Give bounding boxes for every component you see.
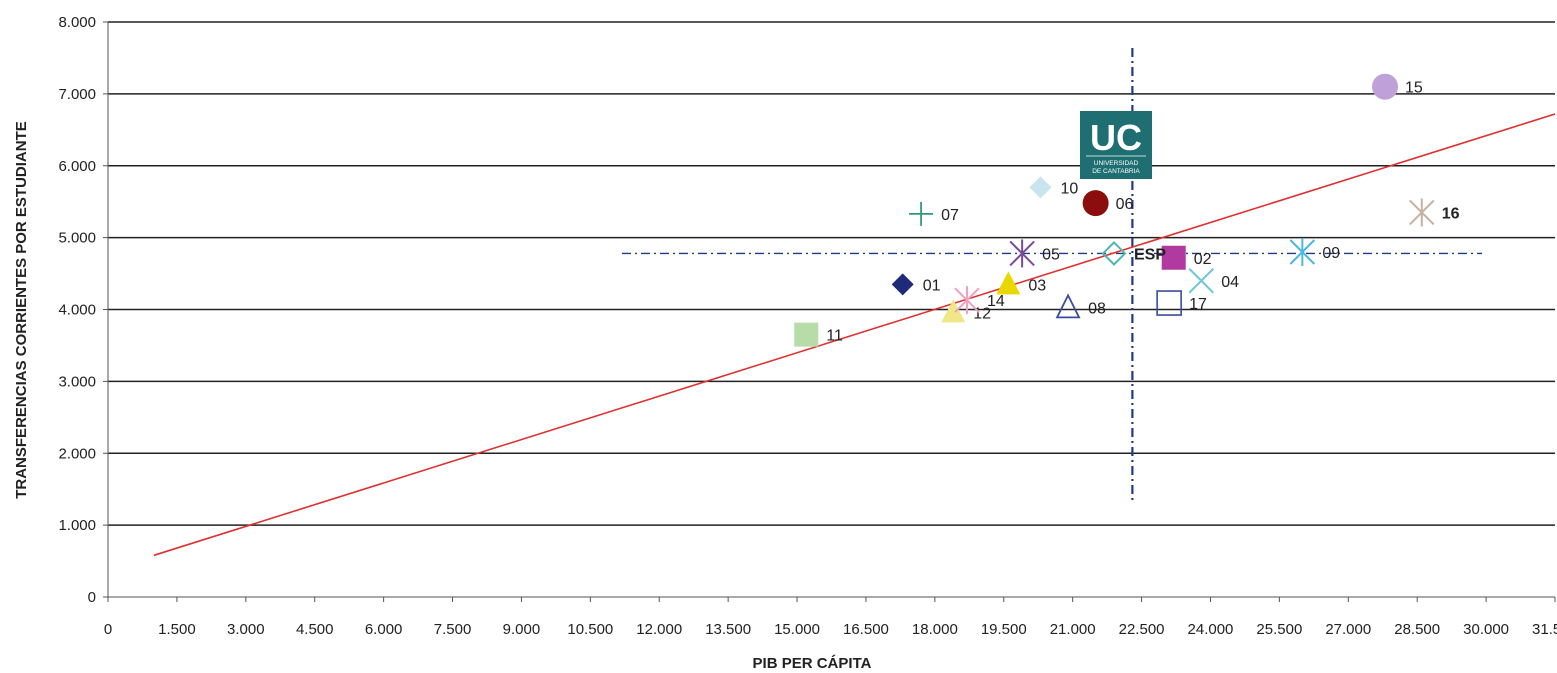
- marker-08: [1055, 293, 1081, 319]
- x-tick-label: 16.500: [843, 621, 889, 638]
- marker-06: [1082, 190, 1109, 217]
- x-tick-label: 6.000: [365, 621, 403, 638]
- marker-16: [1409, 198, 1435, 227]
- x-tick-label: 19.500: [981, 621, 1027, 638]
- y-tick-label: 1.000: [58, 517, 96, 534]
- x-axis-title: PIB PER CÁPITA: [753, 655, 872, 672]
- point-label: 14: [987, 293, 1005, 310]
- x-tick-label: 27.000: [1325, 621, 1371, 638]
- y-tick-label: 0: [88, 589, 96, 606]
- x-tick-label: 21.000: [1050, 621, 1096, 638]
- point-label: 08: [1088, 300, 1106, 317]
- square-marker: [1161, 245, 1186, 270]
- marker-12: [941, 299, 966, 323]
- x-tick-label: 12.000: [636, 621, 682, 638]
- marker-02: [1161, 245, 1186, 270]
- marker-ESP: [1101, 241, 1127, 266]
- x-tick-label: 25.500: [1256, 621, 1302, 638]
- x-tick-label: 9.000: [503, 621, 541, 638]
- diamond-open-marker: [1101, 241, 1127, 266]
- y-tick-label: 2.000: [58, 445, 96, 462]
- marker-05: [1009, 239, 1035, 268]
- marker-09: [1289, 238, 1316, 266]
- triangle-marker: [996, 271, 1021, 295]
- triangle-marker: [941, 299, 966, 323]
- triangle-open-marker: [1055, 293, 1081, 319]
- point-label: 04: [1221, 274, 1239, 291]
- x-marker: [1188, 268, 1214, 294]
- y-tick-label: 6.000: [58, 158, 96, 175]
- point-label: 03: [1028, 277, 1046, 294]
- marker-17: [1156, 290, 1182, 316]
- reference-lines: [622, 48, 1482, 500]
- x-tick-label: 4.500: [296, 621, 334, 638]
- marker-01: [891, 273, 914, 296]
- point-label: 11: [826, 328, 843, 345]
- point-label: 06: [1116, 196, 1134, 213]
- point-label: 15: [1405, 80, 1423, 97]
- square-open-marker: [1156, 290, 1182, 316]
- x-axis-ticks: 0 1.500 3.000 4.500 6.000 7.500 9.000 10.500 12.…: [104, 597, 1557, 638]
- trendline-path: [153, 113, 1556, 557]
- point-label: ESP: [1134, 246, 1166, 263]
- x-tick-label: 22.500: [1119, 621, 1165, 638]
- x-tick-label: 3.000: [227, 621, 265, 638]
- y-tick-label: 4.000: [58, 302, 96, 319]
- logo-subtitle: UNIVERSIDAD: [1094, 160, 1139, 167]
- x-tick-label: 18.000: [912, 621, 958, 638]
- y-tick-label: 3.000: [58, 373, 96, 390]
- diamond-marker: [891, 273, 914, 296]
- marker-15: [1372, 73, 1399, 100]
- point-label: 16: [1442, 205, 1460, 222]
- marker-11: [794, 322, 819, 347]
- y-axis-title: TRANSFERENCIAS CORRIENTES POR ESTUDIANTE: [13, 121, 30, 499]
- x-tick-label: 28.500: [1394, 621, 1440, 638]
- point-label: 10: [1061, 180, 1079, 197]
- y-tick-label: 8.000: [58, 14, 96, 31]
- marker-10: [1029, 176, 1052, 199]
- circle-marker: [1372, 73, 1399, 100]
- y-tick-label: 7.000: [58, 86, 96, 103]
- gridlines: [107, 21, 1555, 598]
- x-tick-label: 0: [104, 621, 112, 638]
- point-label: 17: [1189, 296, 1207, 313]
- x-tick-label: 7.500: [434, 621, 472, 638]
- x-tick-label: 13.500: [705, 621, 751, 638]
- diamond-marker: [1029, 176, 1052, 199]
- x-tick-label: 1.500: [158, 621, 196, 638]
- trendline: [153, 113, 1556, 557]
- marker-04: [1188, 268, 1214, 294]
- y-tick-label: 5.000: [58, 230, 96, 247]
- square-marker: [794, 322, 819, 347]
- point-label: 07: [941, 207, 959, 224]
- x-tick-label: 31.500: [1532, 621, 1557, 638]
- point-label: 02: [1194, 251, 1212, 268]
- y-axis-ticks: 0 1.000 2.000 3.000 4.000 5.000 6.000 7.000 8.00…: [58, 14, 108, 606]
- circle-marker: [1082, 190, 1109, 217]
- x-tick-label: 10.500: [567, 621, 613, 638]
- point-label: 09: [1322, 245, 1340, 262]
- point-label: 01: [923, 277, 941, 294]
- logo-box: [1080, 111, 1152, 179]
- x-tick-label: 30.000: [1463, 621, 1509, 638]
- logo-text: UC: [1090, 117, 1142, 158]
- x-tick-label: 15.000: [774, 621, 820, 638]
- marker-14: [954, 286, 980, 315]
- x-tick-label: 24.000: [1188, 621, 1234, 638]
- marker-03: [996, 271, 1021, 295]
- marker-07: [909, 201, 934, 226]
- logo-subtitle: DE CANTABRIA: [1092, 168, 1140, 175]
- point-label: 05: [1042, 246, 1060, 263]
